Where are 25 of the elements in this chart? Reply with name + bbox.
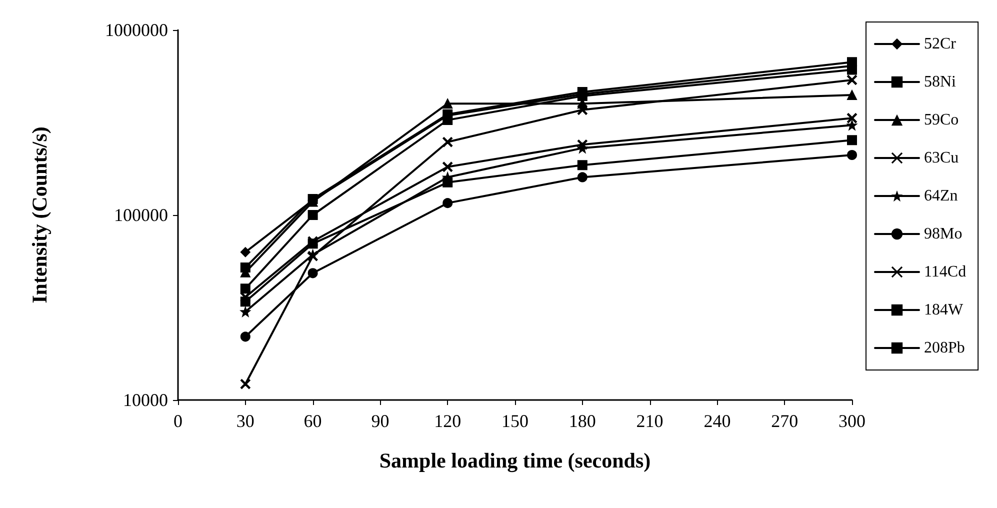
x-tick-label: 270 bbox=[771, 411, 798, 431]
legend-label: 52Cr bbox=[924, 36, 957, 52]
y-tick-label: 1000000 bbox=[105, 20, 168, 40]
x-tick-label: 240 bbox=[704, 411, 731, 431]
legend-label: 63Cu bbox=[924, 150, 959, 166]
legend-label: 58Ni bbox=[924, 74, 957, 90]
x-tick-label: 0 bbox=[174, 411, 182, 431]
x-tick-label: 180 bbox=[568, 411, 596, 431]
x-tick-label: 120 bbox=[434, 411, 462, 431]
y-tick-label: 100000 bbox=[114, 205, 168, 225]
x-tick-label: 150 bbox=[502, 411, 528, 431]
legend-label: 208Pb bbox=[924, 340, 965, 356]
y-tick-label: 10000 bbox=[123, 390, 168, 410]
x-tick-label: 60 bbox=[304, 411, 322, 431]
x-axis-title: Sample loading time (seconds) bbox=[379, 448, 651, 472]
legend-label: 64Zn bbox=[924, 188, 958, 204]
x-tick-label: 30 bbox=[236, 411, 254, 431]
y-axis-title: Intensity (Counts/s) bbox=[28, 126, 52, 304]
x-tick-label: 90 bbox=[371, 411, 390, 431]
legend-label: 59Co bbox=[924, 112, 959, 128]
x-tick-label: 300 bbox=[838, 411, 866, 431]
legend-label: 98Mo bbox=[924, 226, 962, 242]
legend-label: 184W bbox=[924, 302, 964, 318]
legend-label: 114Cd bbox=[924, 264, 966, 280]
x-tick-label: 210 bbox=[636, 411, 664, 431]
